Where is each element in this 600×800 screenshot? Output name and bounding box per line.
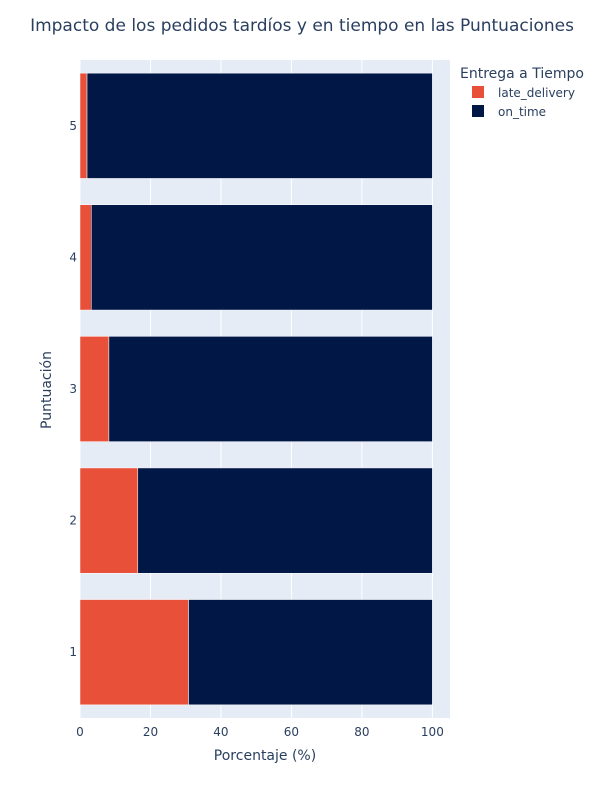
y-tick-label-4: 4: [69, 250, 77, 264]
x-tick-label-100: 100: [421, 725, 444, 739]
legend-swatch-late_delivery: [472, 86, 484, 98]
bar-on_time-1: [188, 599, 433, 706]
bar-late_delivery-5: [79, 72, 88, 179]
bar-late_delivery-4: [79, 204, 92, 311]
x-axis-ticks: 0 20 40 60 80 100: [76, 725, 444, 739]
legend-label-late_delivery: late_delivery: [498, 86, 575, 100]
bar-late_delivery-3: [79, 336, 110, 442]
x-tick-label-60: 60: [284, 725, 299, 739]
y-tick-label-2: 2: [69, 514, 77, 528]
bar-late_delivery-2: [79, 467, 139, 574]
bar-on_time-4: [91, 204, 433, 311]
chart-title: Impacto de los pedidos tardíos y en tiem…: [30, 16, 574, 36]
bar-on_time-5: [86, 72, 433, 179]
bar-on_time-2: [137, 467, 433, 574]
y-tick-label-5: 5: [69, 119, 77, 133]
bar-late_delivery-1: [79, 599, 189, 706]
bars: [79, 72, 433, 706]
x-tick-label-80: 80: [354, 725, 369, 739]
x-axis-title: Porcentaje (%): [214, 748, 316, 764]
legend: Entrega a Tiempo late_delivery on_time: [460, 66, 584, 119]
legend-label-on_time: on_time: [498, 105, 546, 119]
x-tick-label-40: 40: [213, 725, 228, 739]
y-tick-label-3: 3: [69, 382, 77, 396]
bar-on_time-3: [108, 336, 433, 442]
y-tick-label-1: 1: [69, 645, 77, 659]
legend-swatch-on_time: [472, 105, 484, 117]
x-tick-label-0: 0: [76, 725, 84, 739]
y-axis-ticks: 1 2 3 4 5: [69, 119, 77, 659]
x-tick-label-20: 20: [143, 725, 158, 739]
y-axis-title: Puntuación: [39, 351, 55, 429]
legend-title: Entrega a Tiempo: [460, 66, 584, 82]
